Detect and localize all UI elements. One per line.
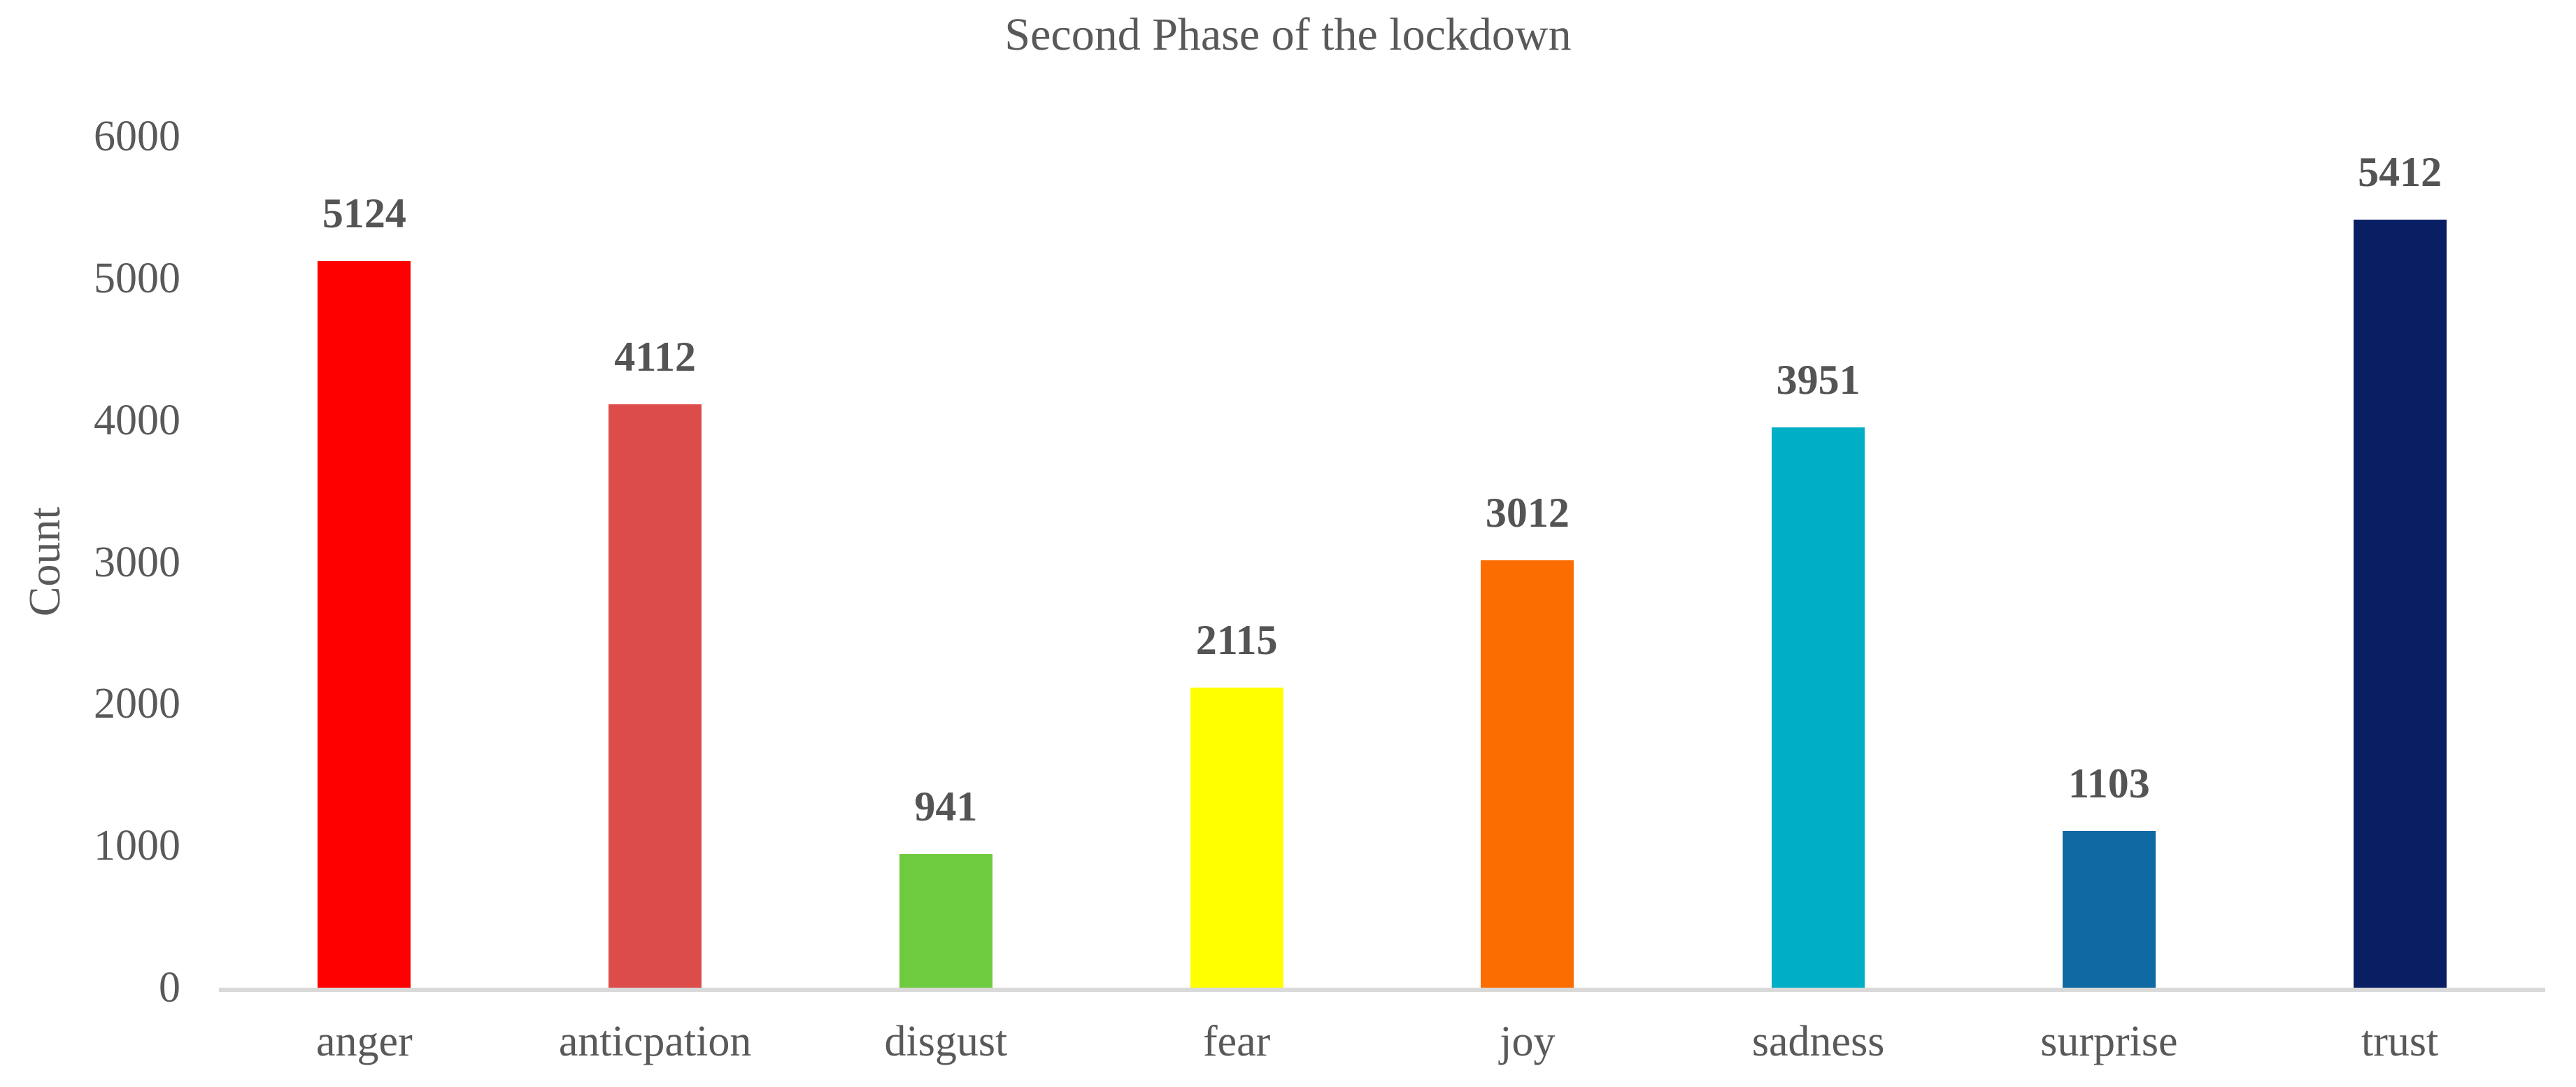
bar-surprise — [2062, 831, 2156, 988]
data-label-disgust: 941 — [914, 783, 978, 830]
y-tick-label-1000: 1000 — [94, 822, 180, 870]
category-label-sadness: sadness — [1751, 1018, 1885, 1065]
bar-anticpation — [609, 404, 702, 988]
category-label-fear: fear — [1202, 1018, 1271, 1065]
category-label-joy: joy — [1500, 1018, 1556, 1065]
category-label-anticpation: anticpation — [558, 1018, 752, 1065]
category-label-anger: anger — [316, 1018, 413, 1065]
data-label-trust: 5412 — [2358, 149, 2442, 196]
plot-area: 5124 4112 941 2115 3012 3951 1103 5412 — [219, 136, 2545, 992]
category-label-trust: trust — [2361, 1018, 2439, 1065]
chart-title: Second Phase of the lockdown — [1004, 9, 1572, 60]
y-tick-label-2000: 2000 — [94, 680, 180, 728]
x-axis-line — [219, 988, 2545, 992]
y-tick-label-5000: 5000 — [94, 254, 180, 302]
bar-disgust — [899, 854, 992, 988]
category-label-surprise: surprise — [2040, 1018, 2178, 1065]
x-axis-category-labels: anger anticpation disgust fear joy sadness sur… — [219, 1020, 2545, 1076]
data-label-sadness: 3951 — [1776, 356, 1860, 403]
bar-anger — [318, 260, 411, 988]
y-tick-label-6000: 6000 — [94, 113, 180, 160]
y-tick-label-3000: 3000 — [94, 538, 180, 586]
data-label-surprise: 1103 — [2068, 760, 2150, 807]
data-label-fear: 2115 — [1195, 617, 1278, 664]
bar-joy — [1481, 560, 1574, 988]
y-tick-label-0: 0 — [159, 964, 180, 1011]
data-label-anticpation: 4112 — [614, 333, 696, 380]
y-tick-label-4000: 4000 — [94, 396, 180, 444]
y-axis-tick-labels: 0 1000 2000 3000 4000 5000 6000 — [0, 115, 180, 1009]
bar-sadness — [1772, 427, 1865, 988]
bar-trust — [2353, 220, 2447, 988]
data-label-anger: 5124 — [322, 190, 406, 236]
bar-fear — [1190, 688, 1283, 988]
category-label-disgust: disgust — [884, 1018, 1008, 1065]
data-label-joy: 3012 — [1485, 490, 1570, 537]
